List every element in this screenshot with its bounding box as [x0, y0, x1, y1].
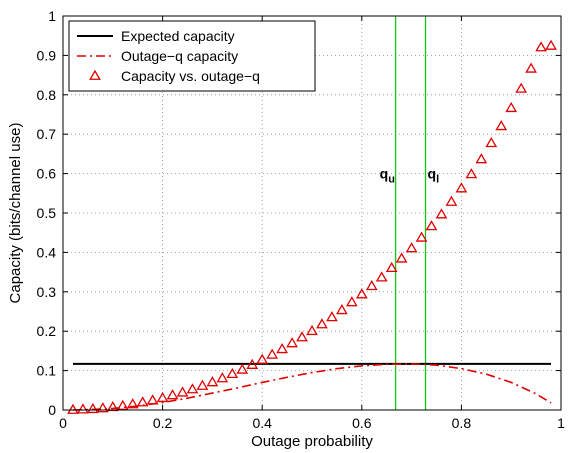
- series-line-outage: [72, 363, 552, 411]
- data-point-triangle: [385, 261, 398, 273]
- data-point-triangle: [87, 402, 99, 414]
- annotation-ql: ql: [428, 166, 440, 186]
- data-point-triangle: [116, 399, 129, 410]
- data-point-triangle: [535, 41, 547, 52]
- data-point-triangle: [505, 101, 518, 113]
- y-axis-label: Capacity (bits/channel use): [7, 123, 24, 304]
- y-tick-label: 0.6: [37, 166, 57, 182]
- data-point-triangle: [286, 337, 298, 348]
- y-tick-label: 0.8: [37, 87, 57, 103]
- data-point-triangle: [525, 62, 537, 73]
- data-point-triangle: [166, 389, 179, 400]
- data-point-triangle: [545, 39, 557, 50]
- data-point-triangle: [306, 324, 318, 336]
- data-point-triangle: [236, 363, 249, 374]
- data-point-triangle: [485, 136, 498, 148]
- series-layer: [67, 39, 557, 414]
- x-tick-label: 0: [59, 415, 67, 431]
- annotation-qu: qu: [380, 166, 395, 186]
- data-point-triangle: [216, 372, 229, 383]
- legend-label-outage: Outage−q capacity: [121, 48, 238, 64]
- data-point-triangle: [375, 271, 388, 282]
- y-tick-label: 0: [48, 402, 56, 418]
- x-tick-label: 0.2: [153, 415, 173, 431]
- data-point-triangle: [326, 311, 338, 322]
- x-axis-label: Outage probability: [251, 433, 373, 450]
- annotation-subscript: l: [436, 174, 439, 186]
- x-tick-label: 0.8: [452, 415, 472, 431]
- data-point-triangle: [336, 304, 348, 315]
- data-point-triangle: [465, 168, 478, 179]
- data-point-triangle: [435, 208, 448, 219]
- y-tick-label: 0.3: [37, 284, 57, 300]
- data-point-triangle: [106, 400, 119, 412]
- data-point-triangle: [495, 120, 508, 131]
- data-point-triangle: [77, 403, 89, 414]
- data-point-triangle: [316, 318, 328, 329]
- data-point-triangle: [226, 367, 239, 379]
- y-tick-label: 0.9: [37, 47, 57, 63]
- data-point-triangle: [395, 252, 408, 263]
- data-point-triangle: [415, 231, 428, 242]
- legend-swatch-triangle: [89, 69, 101, 80]
- data-point-triangle: [475, 153, 488, 164]
- legend-label-capacity-vs-outage: Capacity vs. outage−q: [121, 68, 260, 84]
- legend-label-expected: Expected capacity: [121, 28, 235, 44]
- data-point-triangle: [266, 348, 279, 359]
- y-tick-label: 0.4: [37, 244, 57, 260]
- data-point-triangle: [96, 402, 109, 413]
- data-point-triangle: [455, 182, 468, 193]
- data-point-triangle: [136, 396, 149, 407]
- data-point-triangle: [206, 376, 219, 387]
- threshold-lines: [395, 16, 427, 410]
- data-point-triangle: [126, 398, 139, 409]
- data-point-triangle: [176, 386, 189, 397]
- y-tick-label: 0.5: [37, 205, 57, 221]
- data-point-triangle: [425, 220, 438, 231]
- data-point-triangle: [67, 403, 79, 414]
- y-tick-label: 0.7: [37, 126, 57, 142]
- data-point-triangle: [196, 379, 209, 390]
- ticks: 0 0.2 0.4 0.6 0.8 1 0 0.1 0.2 0.3 0.4 0.5 0.6 0.7 0.8 0…: [37, 8, 566, 431]
- data-point-triangle: [445, 195, 458, 206]
- data-point-triangle: [296, 331, 308, 342]
- x-tick-label: 0.6: [352, 415, 372, 431]
- data-point-triangle: [246, 358, 259, 369]
- legend-item-capacity-vs-outage: Capacity vs. outage−q: [89, 68, 260, 84]
- data-point-triangle: [345, 296, 358, 307]
- data-point-triangle: [146, 394, 159, 405]
- x-tick-label: 0.4: [252, 415, 272, 431]
- data-point-triangle: [256, 353, 269, 364]
- y-tick-label: 0.1: [37, 363, 57, 379]
- data-point-triangle: [355, 288, 368, 299]
- data-point-triangle: [156, 391, 169, 403]
- data-point-triangle: [186, 383, 199, 394]
- data-point-triangle: [276, 343, 288, 354]
- annotations: qu ql: [380, 166, 440, 186]
- x-tick-label: 1: [557, 415, 565, 431]
- y-tick-label: 0.2: [37, 323, 57, 339]
- legend: Expected capacity Outage−q capacity Capa…: [68, 20, 316, 92]
- data-point-triangle: [405, 242, 418, 253]
- y-tick-label: 1: [48, 8, 56, 24]
- annotation-subscript: u: [388, 174, 395, 186]
- data-point-triangle: [515, 82, 528, 93]
- data-point-triangle: [365, 279, 378, 291]
- legend-item-expected: Expected capacity: [77, 28, 235, 44]
- legend-item-outage: Outage−q capacity: [77, 48, 238, 64]
